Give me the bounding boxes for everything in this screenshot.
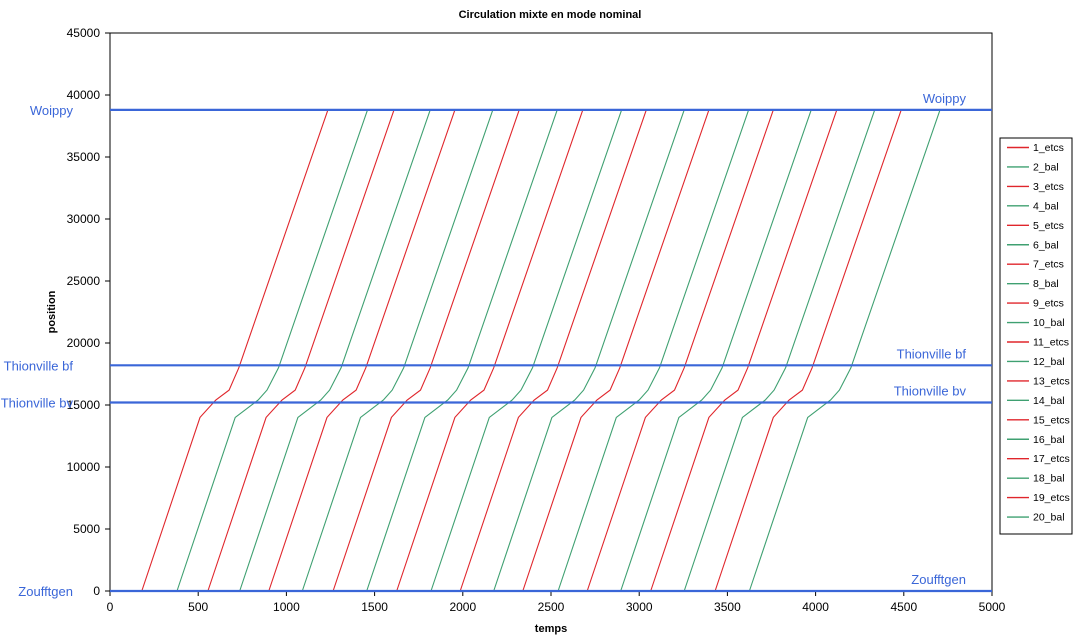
y-tick-label: 5000: [73, 522, 100, 536]
y-axis-title: position: [46, 290, 58, 333]
series-line-16_bal: [620, 109, 812, 592]
legend-label: 7_etcs: [1033, 259, 1064, 271]
legend-label: 8_bal: [1033, 278, 1059, 290]
legend-label: 2_bal: [1033, 161, 1059, 173]
series-line-20_bal: [748, 109, 941, 592]
x-axis-title: temps: [535, 623, 567, 635]
series-line-17_etcs: [586, 109, 774, 592]
series-line-12_bal: [493, 109, 685, 592]
y-tick-label: 40000: [67, 88, 101, 102]
series-line-1_etcs: [141, 109, 329, 592]
station-label-left: Zoufftgen: [18, 584, 73, 599]
series-line-19_etcs: [714, 109, 902, 592]
series-line-4_bal: [239, 109, 431, 592]
legend-label: 19_etcs: [1033, 492, 1070, 504]
y-tick-label: 20000: [67, 336, 101, 350]
legend-label: 4_bal: [1033, 200, 1059, 212]
x-tick-label: 0: [107, 600, 114, 614]
station-label-left: Woippy: [30, 103, 74, 118]
legend-items: 1_etcs 2_bal 3_etcs 4_bal 5_etcs 6_bal 7_etcs 8…: [1007, 142, 1070, 524]
series-layer: [141, 109, 941, 592]
y-tick-label: 35000: [67, 150, 101, 164]
x-tick-label: 4000: [802, 600, 829, 614]
y-axis: 0 5000 10000 15000 20000 25000 30000 35000 40000…: [67, 26, 110, 598]
series-line-8_bal: [366, 109, 558, 592]
series-line-11_etcs: [459, 109, 647, 592]
series-line-3_etcs: [207, 109, 395, 592]
station-label-right: Zoufftgen: [911, 572, 966, 587]
series-line-7_etcs: [332, 109, 520, 592]
y-tick-label: 45000: [67, 26, 101, 40]
station-label-left: Thionville bv: [1, 396, 74, 411]
series-line-9_etcs: [396, 109, 584, 592]
plot-area: [109, 32, 993, 592]
y-tick-label: 0: [93, 584, 100, 598]
series-line-10_bal: [430, 109, 623, 592]
y-tick-label: 15000: [67, 398, 101, 412]
legend-label: 6_bal: [1033, 239, 1059, 251]
series-line-6_bal: [301, 109, 494, 592]
y-tick-label: 10000: [67, 460, 101, 474]
legend-label: 18_bal: [1033, 473, 1065, 485]
legend-label: 15_etcs: [1033, 414, 1070, 426]
x-tick-label: 2500: [538, 600, 565, 614]
legend-label: 16_bal: [1033, 434, 1065, 446]
legend-label: 17_etcs: [1033, 453, 1070, 465]
series-line-13_etcs: [522, 109, 710, 592]
x-tick-label: 2000: [449, 600, 476, 614]
series-line-18_bal: [683, 109, 876, 592]
legend-label: 12_bal: [1033, 356, 1065, 368]
x-tick-label: 3500: [714, 600, 741, 614]
chart-title: Circulation mixte en mode nominal: [459, 9, 642, 21]
x-tick-label: 1000: [273, 600, 300, 614]
legend-label: 10_bal: [1033, 317, 1065, 329]
legend-label: 13_etcs: [1033, 375, 1070, 387]
y-tick-label: 25000: [67, 274, 101, 288]
x-tick-label: 500: [188, 600, 208, 614]
legend-label: 3_etcs: [1033, 181, 1064, 193]
x-tick-label: 5000: [979, 600, 1006, 614]
x-tick-label: 4500: [890, 600, 917, 614]
legend-label: 9_etcs: [1033, 298, 1064, 310]
series-line-15_etcs: [650, 109, 838, 592]
legend-label: 1_etcs: [1033, 142, 1064, 154]
series-line-5_etcs: [268, 109, 456, 592]
station-label-right: Thionville bf: [897, 346, 967, 361]
series-line-14_bal: [557, 109, 750, 592]
x-axis: 0 500 1000 1500 2000 2500 3000 3500 4000 4500 5000: [107, 591, 1006, 614]
x-tick-label: 1500: [361, 600, 388, 614]
legend: [999, 137, 1073, 535]
station-label-right: Thionville bv: [894, 384, 967, 399]
x-tick-label: 3000: [626, 600, 653, 614]
legend-label: 20_bal: [1033, 512, 1065, 524]
legend-label: 11_etcs: [1033, 337, 1069, 349]
station-layer: Zoufftgen Zoufftgen Thionville bv Thionvill…: [1, 91, 992, 599]
y-tick-label: 30000: [67, 212, 101, 226]
station-label-right: Woippy: [923, 91, 967, 106]
series-line-2_bal: [176, 109, 369, 592]
legend-label: 14_bal: [1033, 395, 1065, 407]
legend-label: 5_etcs: [1033, 220, 1064, 232]
station-label-left: Thionville bf: [4, 358, 74, 373]
